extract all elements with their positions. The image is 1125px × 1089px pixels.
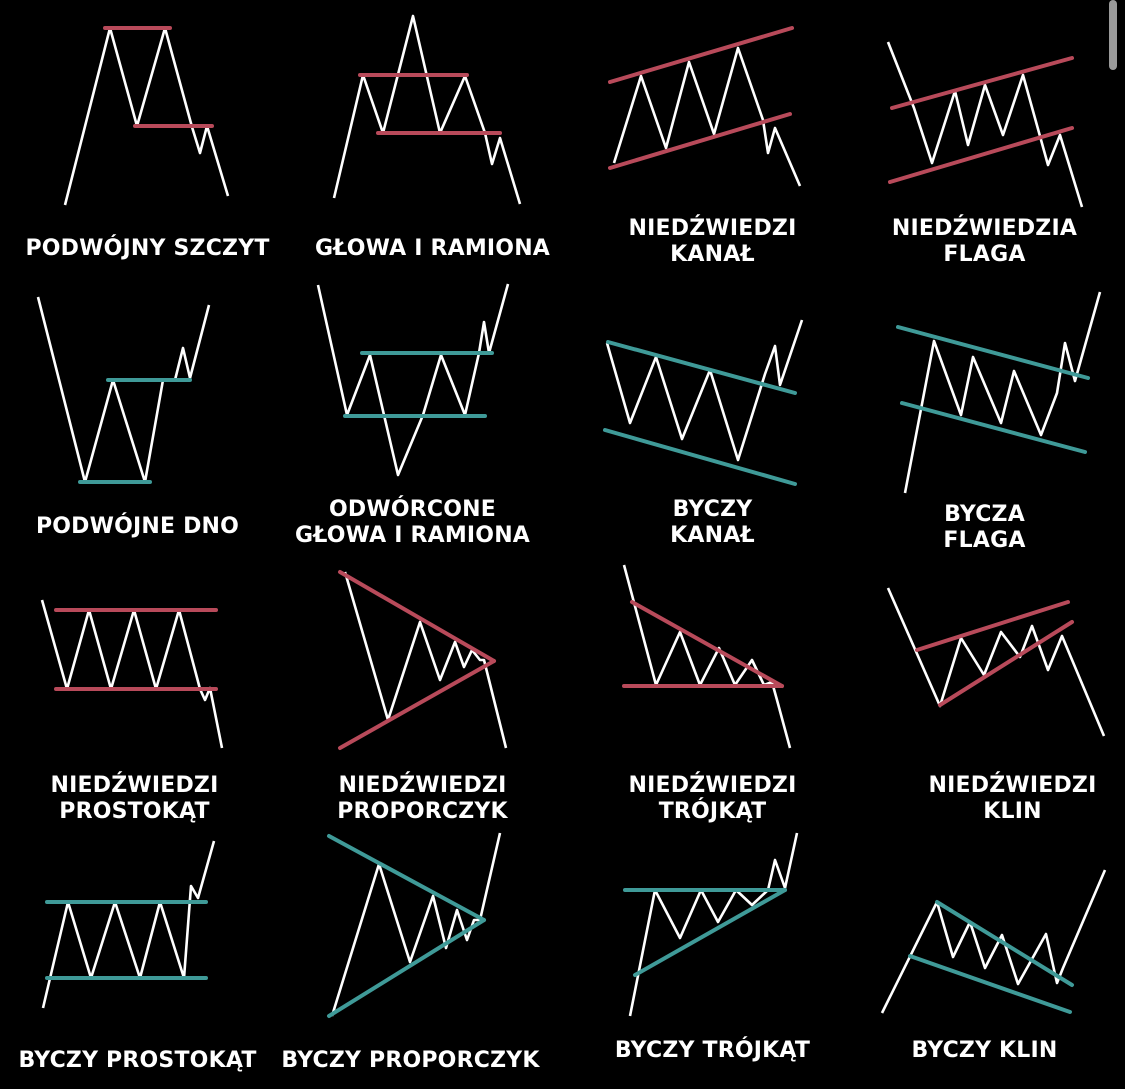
- pattern-bull-channel: [603, 319, 804, 486]
- label-bear-triangle: NIEDŹWIEDZI TRÓJKĄT: [628, 773, 797, 824]
- bearish-trend-line-1: [915, 600, 1070, 652]
- bearish-trend-line-2: [608, 112, 792, 170]
- bullish-trend-line-2: [327, 918, 486, 1018]
- label-inverse-head-and-shoulders: ODWÓRCONE GŁOWA I RAMIONA: [294, 497, 531, 548]
- price-line: [316, 283, 510, 477]
- price-line: [622, 564, 792, 749]
- pattern-bull-flag: [896, 291, 1102, 494]
- label-bear-wedge: NIEDŹWIEDZI KLIN: [928, 773, 1097, 824]
- pattern-bull-wedge: [880, 869, 1107, 1014]
- bullish-trend-line-2: [603, 428, 797, 486]
- scrollbar-thumb[interactable]: [1109, 0, 1117, 70]
- price-line: [343, 571, 508, 749]
- pattern-head-and-shoulders: [332, 14, 522, 205]
- label-bear-rectangle: NIEDŹWIEDZI PROSTOKĄT: [50, 773, 219, 824]
- label-bear-channel: NIEDŹWIEDZI KANAŁ: [628, 216, 797, 267]
- label-double-bottom: PODWÓJNE DNO: [35, 514, 240, 539]
- bearish-trend-line-2: [888, 126, 1074, 184]
- label-bull-rectangle: BYCZY PROSTOKĄT: [18, 1048, 257, 1073]
- bearish-trend-line-1: [608, 26, 794, 84]
- pattern-bear-triangle: [622, 564, 792, 749]
- bearish-trend-line-2: [938, 620, 1074, 707]
- bullish-trend-line-1: [935, 900, 1074, 987]
- label-bull-flag: BYCZA FLAGA: [943, 502, 1026, 553]
- label-double-top: PODWÓJNY SZCZYT: [25, 236, 270, 261]
- pattern-bull-triangle: [623, 832, 799, 1017]
- label-bear-flag: NIEDŹWIEDZIA FLAGA: [891, 216, 1078, 267]
- price-line: [63, 26, 230, 206]
- pattern-bull-rectangle: [41, 840, 216, 1009]
- bullish-trend-line-2: [908, 954, 1072, 1014]
- label-bear-pennant: NIEDŹWIEDZI PROPORCZYK: [337, 773, 508, 824]
- bearish-trend-line-2: [338, 659, 496, 750]
- label-bull-channel: BYCZY KANAŁ: [670, 497, 755, 548]
- price-line: [880, 869, 1107, 1014]
- bearish-trend-line-1: [630, 600, 784, 688]
- price-line: [332, 14, 522, 205]
- price-line: [612, 46, 802, 187]
- price-line: [886, 587, 1106, 737]
- price-line: [605, 319, 804, 462]
- pattern-bear-pennant: [338, 570, 508, 750]
- pattern-bear-rectangle: [40, 599, 224, 749]
- pattern-inverse-head-and-shoulders: [316, 283, 510, 477]
- pattern-double-bottom: [36, 296, 211, 484]
- pattern-bear-wedge: [886, 587, 1106, 737]
- bullish-trend-line-2: [633, 888, 787, 977]
- price-line: [330, 832, 502, 1017]
- bullish-trend-line-1: [327, 834, 486, 922]
- bearish-trend-line-1: [338, 570, 496, 663]
- price-line: [886, 41, 1084, 208]
- pattern-bull-pennant: [327, 832, 502, 1018]
- label-bull-triangle: BYCZY TRÓJKĄT: [614, 1038, 811, 1063]
- price-line: [40, 599, 224, 749]
- bullish-trend-line-1: [606, 340, 797, 395]
- label-bull-wedge: BYCZY KLIN: [911, 1038, 1058, 1063]
- price-line: [36, 296, 211, 484]
- bullish-trend-line-2: [900, 401, 1087, 454]
- label-bull-pennant: BYCZY PROPORCZYK: [281, 1048, 540, 1073]
- label-head-and-shoulders: GŁOWA I RAMIONA: [314, 236, 551, 261]
- bullish-trend-line-1: [896, 325, 1090, 380]
- bearish-trend-line-1: [890, 56, 1074, 110]
- pattern-double-top: [63, 26, 230, 206]
- price-line: [903, 291, 1102, 494]
- pattern-bear-flag: [886, 41, 1084, 208]
- price-line: [41, 840, 216, 1009]
- price-line: [628, 832, 799, 1017]
- pattern-bear-channel: [608, 26, 802, 187]
